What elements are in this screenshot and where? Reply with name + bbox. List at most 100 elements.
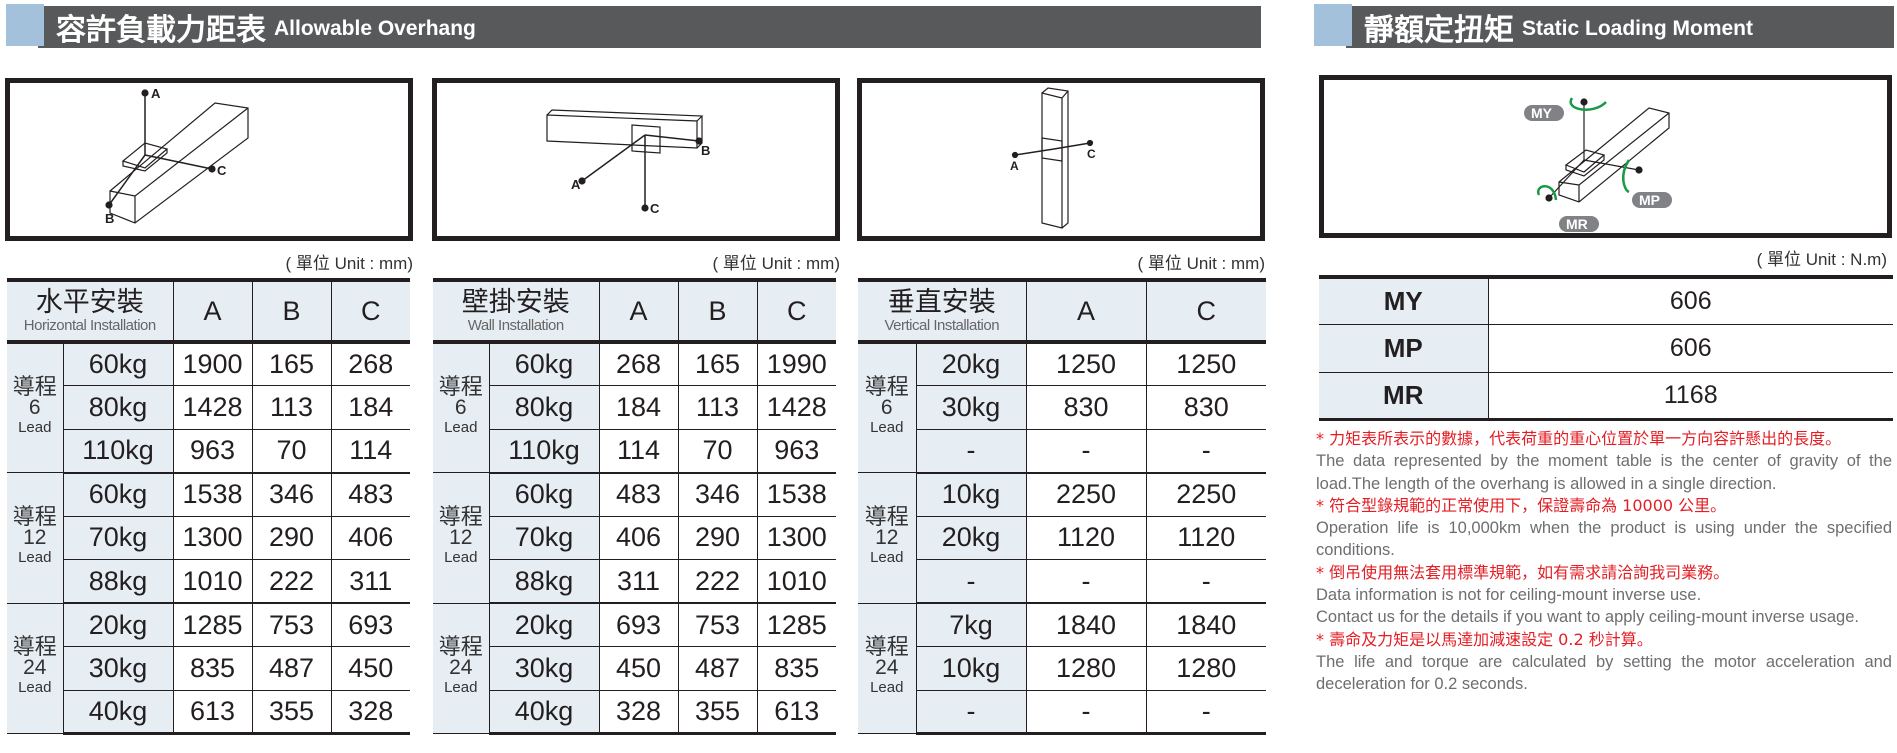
lead-label-zh: 導程 [864, 635, 909, 661]
note-en: The data represented by the moment table… [1316, 452, 1892, 493]
installation-name-zh: 壁掛安裝 [461, 286, 570, 318]
note-en: The life and torque are calculated by se… [1316, 652, 1892, 694]
lead-label-zh: 導程 [12, 375, 57, 400]
table-row: 30kg 830 830 [858, 385, 1267, 430]
value-cell: 113 [252, 385, 332, 430]
lead-label-en: Lead [18, 419, 52, 436]
lead-label-zh: 導程 [438, 635, 483, 661]
value-cell: 222 [252, 559, 332, 604]
value-cell: 1428 [757, 385, 836, 430]
value-cell: 1840 [1146, 603, 1267, 647]
load-cell: 10kg [916, 646, 1027, 691]
label-a: A [151, 86, 161, 101]
value-cell: 1010 [757, 559, 836, 604]
label-a: A [1010, 159, 1019, 173]
load-cell: 70kg [63, 516, 174, 560]
lead-label-en: Lead [18, 679, 52, 697]
label-b: B [105, 211, 114, 226]
value-cell: 114 [599, 429, 679, 474]
overhang-title-zh: 容許負載力距表 [56, 13, 266, 48]
load-cell: 30kg [63, 646, 174, 691]
load-cell: 60kg [63, 472, 174, 517]
moment-header: 靜額定扭矩 Static Loading Moment [1314, 4, 1894, 48]
load-cell: 60kg [63, 342, 174, 386]
moment-title-en: Static Loading Moment [1522, 17, 1753, 40]
table-row: 導程 12 Lead 60kg 483 346 1538 [433, 472, 836, 604]
lead-label-en: Lead [444, 419, 478, 436]
table-row: 導程 24 Lead 20kg 693 753 1285 [433, 603, 836, 734]
value-cell: 753 [678, 603, 758, 647]
value-cell: 1120 [1026, 516, 1147, 560]
note-zh: * 倒吊使用無法套用標準規範，如有需求請洽詢我司業務。 [1316, 562, 1730, 582]
moment-title-zh: 靜額定扭矩 [1364, 13, 1514, 48]
value-cell: 406 [331, 516, 411, 560]
note-zh: * 壽命及力矩是以馬達加減速設定 0.2 秒計算。 [1316, 629, 1653, 649]
load-cell: - [916, 429, 1027, 474]
installation-type: 水平安裝 Horizontal Installation [7, 278, 174, 344]
value-cell: 290 [252, 516, 332, 560]
overhang-table: 水平安裝 Horizontal Installation A B C 導程 6 Lead 60k… [7, 278, 411, 735]
load-cell: 20kg [489, 603, 600, 647]
value-cell: 613 [757, 690, 836, 735]
value-cell: 1280 [1026, 646, 1147, 691]
notes: * 力矩表所表示的數據，代表荷重的重心位置於單一方向容許懸出的長度。 The d… [1316, 428, 1892, 696]
overhang-header: 容許負載力距表 Allowable Overhang [6, 4, 1261, 48]
value-cell: 311 [331, 559, 411, 604]
load-cell: 60kg [489, 472, 600, 517]
installation-name-en: Vertical Installation [884, 316, 1000, 334]
value-cell: 355 [252, 690, 332, 735]
lead-label-zh: 導程 [12, 504, 57, 530]
load-cell: 20kg [916, 516, 1027, 560]
value-cell: 268 [331, 342, 411, 386]
load-cell: 30kg [916, 385, 1027, 430]
table-row: 導程 24 Lead 20kg 1285 753 693 [7, 603, 411, 734]
value-cell: 487 [252, 646, 332, 691]
moment-diagram: MY MP MR [1319, 75, 1892, 238]
value-cell: - [1026, 690, 1147, 735]
table-header: 垂直安裝 Vertical Installation A C [858, 278, 1267, 344]
load-cell: 88kg [489, 559, 600, 604]
value-cell: 830 [1146, 385, 1267, 430]
load-cell: 10kg [916, 472, 1027, 517]
value-cell: 1010 [173, 559, 253, 604]
column-header: C [757, 278, 836, 344]
table-row: --- [858, 690, 1267, 735]
unit-label: ( 單位 Unit : mm) [285, 254, 414, 273]
load-cell: 80kg [63, 385, 174, 430]
value-cell: 1300 [757, 516, 836, 560]
value-cell: 483 [331, 472, 411, 517]
load-cell: 40kg [489, 690, 600, 735]
lead-group: 導程 6 Lead [7, 342, 64, 473]
value-cell: 184 [599, 385, 679, 430]
table-row: 導程 24 Lead 7kg 1840 1840 [858, 603, 1267, 734]
value-cell: - [1146, 559, 1267, 604]
load-cell: 30kg [489, 646, 600, 691]
note-zh: * 力矩表所表示的數據，代表荷重的重心位置於單一方向容許懸出的長度。 [1316, 429, 1842, 448]
moment-key: MR [1319, 372, 1489, 421]
table-row: 導程 6 Lead 60kg 268 165 1990 [433, 342, 836, 473]
value-cell: 346 [678, 472, 758, 517]
overhang-title-en: Allowable Overhang [274, 17, 476, 40]
value-cell: 346 [252, 472, 332, 517]
value-cell: 2250 [1026, 472, 1147, 517]
load-cell: 20kg [63, 603, 174, 647]
value-cell: 963 [757, 429, 836, 474]
lead-value: 12 [23, 525, 47, 549]
value-cell: 1285 [757, 603, 836, 647]
lead-label-zh: 導程 [438, 375, 483, 400]
unit-label: ( 單位 Unit : mm) [712, 254, 841, 273]
value-cell: 406 [599, 516, 679, 560]
value-cell: 268 [599, 342, 679, 386]
table-row: MY 606 [1319, 275, 1893, 325]
column-header: B [678, 278, 758, 344]
lead-group: 導程 12 Lead [7, 472, 64, 604]
table-row: 110kg 963 70 114 [7, 429, 411, 474]
table-row: 導程 6 Lead 60kg 1900 165 268 [7, 342, 411, 473]
value-cell: 165 [252, 342, 332, 386]
value-cell: 1538 [173, 472, 253, 517]
load-cell: 60kg [489, 342, 600, 386]
label-c: C [1087, 147, 1096, 161]
value-cell: 1538 [757, 472, 836, 517]
lead-group: 導程 24 Lead [7, 603, 64, 734]
lead-group: 導程 12 Lead [433, 472, 490, 604]
